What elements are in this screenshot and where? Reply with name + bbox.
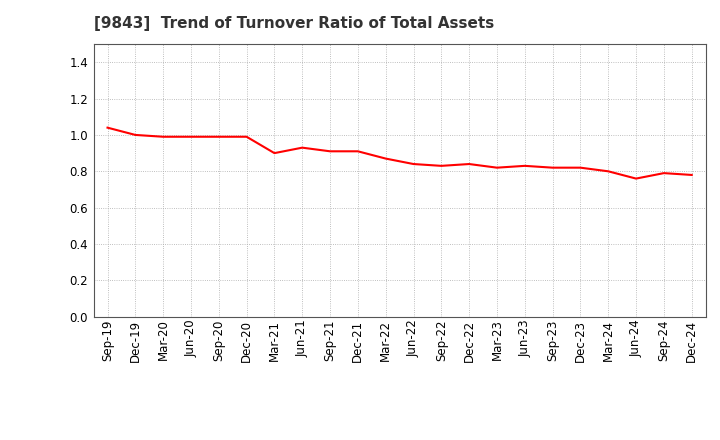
Text: [9843]  Trend of Turnover Ratio of Total Assets: [9843] Trend of Turnover Ratio of Total … [94,16,494,31]
